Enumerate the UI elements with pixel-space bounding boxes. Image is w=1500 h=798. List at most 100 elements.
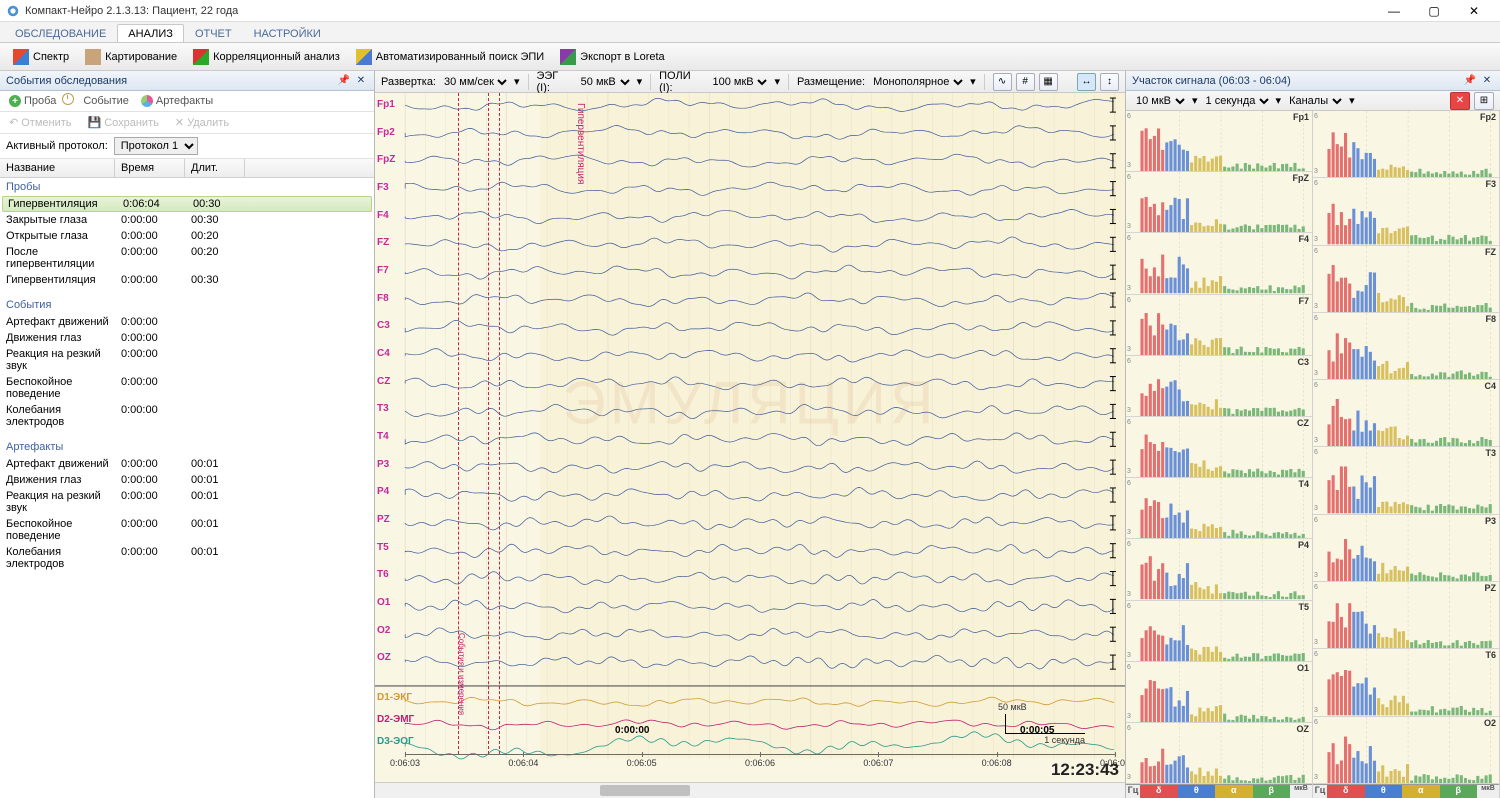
save-button[interactable]: 💾 Сохранить <box>84 115 161 130</box>
table-row[interactable]: Реакция на резкий звук0:00:00 <box>0 346 374 374</box>
ribbon-экспорт-в-loreta[interactable]: Экспорт в Loreta <box>553 46 671 68</box>
spectrum-cell[interactable]: C3 63 <box>1126 356 1312 417</box>
main-tab-анализ[interactable]: АНАЛИЗ <box>117 24 184 42</box>
spectrum-cell[interactable]: Fp1 63 <box>1126 111 1312 172</box>
channel-label: P3 <box>377 459 389 470</box>
ribbon-корреляционный-анализ[interactable]: Корреляционный анализ <box>186 46 347 68</box>
tool-grid-icon[interactable]: # <box>1016 73 1035 91</box>
spectrum-cell[interactable]: F3 63 <box>1313 178 1499 245</box>
tool-layout-icon[interactable]: ▦ <box>1039 73 1058 91</box>
spectrum-cell[interactable]: CZ 63 <box>1126 417 1312 478</box>
main-tab-настройки[interactable]: НАСТРОЙКИ <box>243 24 332 42</box>
spectrum-cell[interactable]: T4 63 <box>1126 478 1312 539</box>
ribbon: СпектрКартированиеКорреляционный анализА… <box>0 43 1500 71</box>
maximize-button[interactable]: ▢ <box>1414 1 1454 21</box>
col-name[interactable]: Название <box>0 159 115 177</box>
table-row[interactable]: Колебания электродов0:00:00 <box>0 402 374 430</box>
spectrum-close-button[interactable]: ✕ <box>1480 74 1494 88</box>
spectrum-delete-icon[interactable]: ✕ <box>1450 92 1470 110</box>
add-proba-button[interactable]: +Проба <box>6 94 59 108</box>
spectrum-cell[interactable]: P3 63 <box>1313 515 1499 582</box>
razvertka-select[interactable]: 30 мм/сек <box>440 75 510 89</box>
group-header[interactable]: Пробы <box>0 178 374 196</box>
tool-wave-icon[interactable]: ∿ <box>993 73 1012 91</box>
pin-button[interactable]: 📌 <box>337 74 351 88</box>
spectrum-cell[interactable]: F8 63 <box>1313 313 1499 380</box>
channel-label: PZ <box>377 514 390 525</box>
table-row[interactable]: Беспокойное поведение0:00:0000:01 <box>0 516 374 544</box>
table-row[interactable]: Закрытые глаза0:00:0000:30 <box>0 212 374 228</box>
spectrum-cell[interactable]: P4 63 <box>1126 539 1312 600</box>
table-row[interactable]: Беспокойное поведение0:00:00 <box>0 374 374 402</box>
spectrum-time-select[interactable]: 1 секунда <box>1202 94 1272 108</box>
eeg-view[interactable]: ЭМУЛЯЦИЯ Fp1Fp2FpZF3F4FZF7F8C3C4CZT3T4P3… <box>375 93 1125 782</box>
proba-label: Проба <box>24 95 56 107</box>
spectrum-cell[interactable]: T5 63 <box>1126 601 1312 662</box>
spectrum-cell[interactable]: FpZ 63 <box>1126 172 1312 233</box>
montage-select[interactable]: Монополярное <box>869 75 966 89</box>
main-tab-отчет[interactable]: ОТЧЕТ <box>184 24 243 42</box>
razvertka-label: Развертка: <box>381 76 436 88</box>
table-row[interactable]: Движения глаз0:00:00 <box>0 330 374 346</box>
group-header[interactable]: События <box>0 296 374 314</box>
events-panel-title: События обследования <box>6 75 127 87</box>
table-row[interactable]: Колебания электродов0:00:0000:01 <box>0 544 374 572</box>
undo-button[interactable]: ↶ Отменить <box>6 115 74 130</box>
channel-label: T4 <box>377 431 389 442</box>
ribbon-спектр[interactable]: Спектр <box>6 46 76 68</box>
event-marker[interactable] <box>488 93 489 754</box>
spectrum-cell[interactable]: F7 63 <box>1126 295 1312 356</box>
spectrum-toolbar: 10 мкВ▾ 1 секунда▾ Каналы▾ ✕ ⊞ <box>1126 91 1500 111</box>
table-row[interactable]: После гипервентиляции0:00:0000:20 <box>0 244 374 272</box>
channel-label: P4 <box>377 486 389 497</box>
table-row[interactable]: Артефакт движений0:00:00 <box>0 314 374 330</box>
eeg-amp-select[interactable]: 50 мкВ <box>577 75 633 89</box>
spectrum-cell[interactable]: PZ 63 <box>1313 582 1499 649</box>
spectrum-cell[interactable]: C4 63 <box>1313 380 1499 447</box>
spectrum-cell[interactable]: O2 63 <box>1313 717 1499 784</box>
spectrum-cell[interactable]: Fp2 63 <box>1313 111 1499 178</box>
events-panel: События обследования 📌 ✕ +Проба Событие … <box>0 71 375 798</box>
group-header[interactable]: Артефакты <box>0 438 374 456</box>
col-dur[interactable]: Длит. <box>185 159 245 177</box>
table-row[interactable]: Движения глаз0:00:0000:01 <box>0 472 374 488</box>
table-row[interactable]: Гипервентиляция0:06:0400:30 <box>2 196 372 212</box>
ribbon-автоматизированный-поиск-эпи[interactable]: Автоматизированный поиск ЭПИ <box>349 46 551 68</box>
add-artifact-button[interactable]: Артефакты <box>138 94 216 108</box>
protocol-select[interactable]: Протокол 1 <box>114 137 198 155</box>
eeg-toolbar: Развертка: 30 мм/сек ▾ ЭЭГ (I): 50 мкВ ▾… <box>375 71 1125 93</box>
minimize-button[interactable]: — <box>1374 1 1414 21</box>
eeg-hscroll[interactable] <box>375 782 1125 798</box>
spectrum-cell[interactable]: T6 63 <box>1313 649 1499 716</box>
spectrum-cell[interactable]: FZ 63 <box>1313 246 1499 313</box>
channel-label: T6 <box>377 569 389 580</box>
tool-vresize-icon[interactable]: ↕ <box>1100 73 1119 91</box>
main-tab-обследование[interactable]: ОБСЛЕДОВАНИЕ <box>4 24 117 42</box>
channel-label: O2 <box>377 625 390 636</box>
spectrum-cell[interactable]: OZ 63 <box>1126 723 1312 784</box>
time-tick: 0:06:07 <box>863 758 893 768</box>
spectrum-settings-icon[interactable]: ⊞ <box>1474 92 1494 110</box>
spectrum-cell[interactable]: T3 63 <box>1313 447 1499 514</box>
poli-amp-label: ПОЛИ (I): <box>659 70 704 94</box>
spectrum-amp-select[interactable]: 10 мкВ <box>1132 94 1188 108</box>
spectrum-cell[interactable]: F4 63 <box>1126 233 1312 294</box>
table-row[interactable]: Артефакт движений0:00:0000:01 <box>0 456 374 472</box>
ribbon-картирование[interactable]: Картирование <box>78 46 184 68</box>
panel-close-button[interactable]: ✕ <box>354 74 368 88</box>
spectrum-pin-button[interactable]: 📌 <box>1463 74 1477 88</box>
add-event-button[interactable]: Событие <box>65 94 132 108</box>
spectrum-cell[interactable]: O1 63 <box>1126 662 1312 723</box>
col-time[interactable]: Время <box>115 159 185 177</box>
spectrum-chan-select[interactable]: Каналы <box>1285 94 1345 108</box>
tool-hresize-icon[interactable]: ↔ <box>1077 73 1096 91</box>
poli-amp-select[interactable]: 100 мкВ <box>708 75 770 89</box>
close-button[interactable]: ✕ <box>1454 1 1494 21</box>
table-row[interactable]: Реакция на резкий звук0:00:0000:01 <box>0 488 374 516</box>
table-row[interactable]: Гипервентиляция0:00:0000:30 <box>0 272 374 288</box>
delete-button[interactable]: ✕ Удалить <box>172 115 232 130</box>
table-row[interactable]: Открытые глаза0:00:0000:20 <box>0 228 374 244</box>
channel-label: F8 <box>377 293 389 304</box>
event-marker[interactable] <box>499 93 500 754</box>
channel-label: O1 <box>377 597 390 608</box>
